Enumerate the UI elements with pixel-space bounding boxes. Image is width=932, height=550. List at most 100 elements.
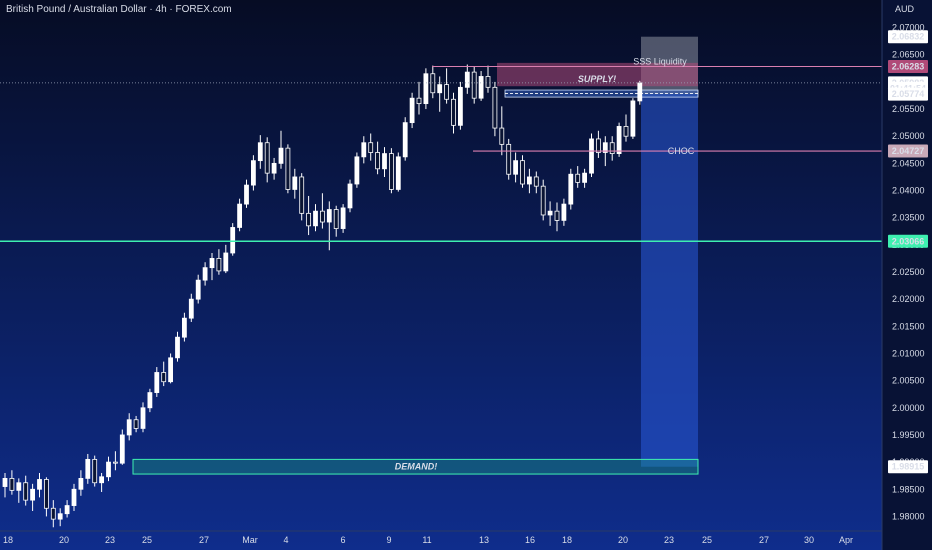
candle-body [554,210,560,221]
candle [71,483,77,511]
candle-body [64,505,70,515]
candle [250,155,256,191]
candle [244,179,249,208]
supply-label: SUPPLY! [578,74,616,84]
x-tick-label: 25 [702,535,712,545]
candle-body [244,184,249,205]
candle-body [492,86,498,129]
candle-body [71,488,77,506]
candle-body [416,97,422,105]
x-tick-label: 4 [283,535,288,545]
candle-body [375,152,381,170]
candle [444,68,450,104]
candle [37,472,42,498]
candle-body [513,160,518,175]
candle [23,475,29,506]
time-axis[interactable]: 18 20 23 25 27 Mar 4 6 9 11 13 16 18 20 23 25 27 30 Apr [0,530,882,545]
candle-body [168,357,174,383]
candle [106,456,111,482]
candle [57,508,63,527]
candle-body [257,142,263,162]
candle [368,133,374,161]
y-tick-label: 1.98500 [892,484,925,494]
candle-body [568,173,574,205]
candle [113,451,118,471]
price-tag-box [888,460,928,474]
y-tick-label: 1.98000 [892,511,925,521]
x-tick-label: 20 [618,535,628,545]
candle [168,353,174,384]
candle-body [596,138,601,153]
candle [471,66,477,104]
candle [575,166,581,188]
candle-body [285,147,291,190]
candle-body [147,392,153,409]
candle [92,455,98,487]
price-axis[interactable]: AUD2.070002.065002.060002.055002.050002.… [881,0,932,550]
candle-body [230,227,236,254]
x-tick-label: 18 [562,535,572,545]
candle [492,81,498,137]
candle-body [409,97,415,124]
x-tick-label: 30 [804,535,814,545]
candle-body [30,488,36,501]
candle [375,141,381,175]
candle-body [313,210,318,227]
demand-zone[interactable] [132,458,699,475]
candle-body [78,477,84,490]
candle [202,262,208,286]
candle [9,470,15,495]
candle-body [16,482,22,491]
candle-body [340,207,346,229]
candle [582,168,587,188]
candle [457,81,463,130]
candle-body [99,476,104,484]
position-target-area[interactable] [641,94,698,467]
candle-body [451,98,456,126]
candle-body [9,477,15,491]
candle [437,76,443,112]
candle [616,122,622,157]
candle-body [50,507,56,520]
candle [126,413,132,441]
candle [154,367,160,397]
candle [609,136,615,161]
candle [499,106,505,156]
supply-zone[interactable] [497,62,698,87]
y-tick-label: 2.01500 [892,321,925,331]
price-tag-box [888,30,928,44]
y-tick-label: 2.07000 [892,23,925,33]
candle [416,81,422,115]
choc-label: CHOC [668,146,695,156]
candle [223,244,229,274]
candle-body [354,156,360,185]
candle-body [223,252,229,272]
chart-title: British Pound / Australian Dollar · 4h ·… [6,4,232,15]
candle-body [382,153,387,170]
candle [485,65,491,93]
price-tag-box [888,144,928,158]
candle [333,205,339,237]
price-tag-box [888,234,928,248]
candle-body [237,203,243,228]
candle [195,274,201,304]
candle-body [561,203,567,221]
candle-body [471,71,477,99]
candle [257,135,263,169]
candle [568,168,574,210]
x-tick-label: 23 [105,535,115,545]
candle [188,293,194,322]
candle [409,92,415,129]
candle-body [188,298,194,319]
candle [388,148,394,194]
candle-body [388,153,394,190]
candle-body [395,156,401,190]
candle-body [57,513,63,520]
candle [506,138,512,180]
candle [181,312,187,342]
candle-body [140,407,146,429]
candle-body [126,419,132,436]
candle-body [202,267,208,281]
candle-body [478,76,484,99]
candle-body [623,126,629,137]
